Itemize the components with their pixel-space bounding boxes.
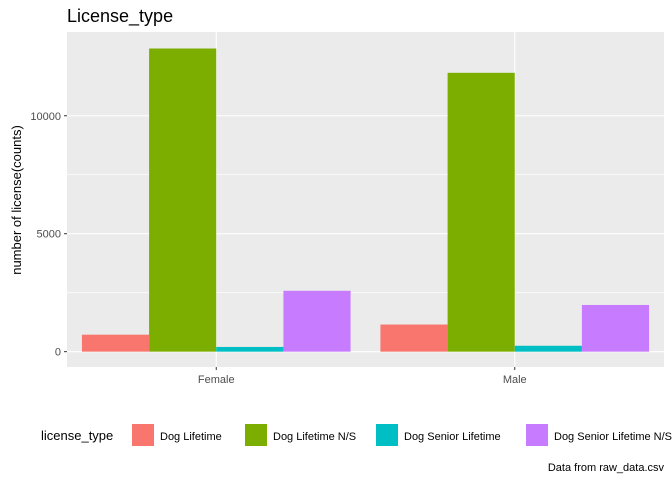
x-axis: Female Male [198, 367, 527, 386]
bar [380, 324, 448, 352]
y-axis-title: number of license(counts) [9, 125, 24, 275]
bar [514, 345, 582, 352]
legend: license_type Dog Lifetime Dog Lifetime N/… [41, 424, 672, 446]
chart-title: License_type [67, 6, 173, 27]
legend-key [376, 424, 398, 446]
y-axis: 0 5000 10000 [30, 111, 67, 359]
y-tick-label: 10000 [30, 111, 61, 123]
legend-title: license_type [41, 428, 113, 443]
y-tick-label: 5000 [37, 229, 61, 241]
y-tick-label: 0 [55, 347, 61, 359]
bar [447, 72, 515, 352]
legend-label: Dog Lifetime N/S [273, 431, 356, 443]
bar [283, 290, 351, 352]
legend-label: Dog Senior Lifetime N/S [554, 431, 672, 443]
legend-key [132, 424, 154, 446]
legend-key [245, 424, 267, 446]
bars [81, 48, 650, 352]
legend-key [526, 424, 548, 446]
bar [149, 48, 217, 352]
caption: Data from raw_data.csv [548, 462, 665, 474]
x-tick-label: Female [198, 374, 235, 386]
bar [81, 334, 150, 352]
x-tick-label: Male [503, 374, 527, 386]
legend-label: Dog Senior Lifetime [404, 431, 501, 443]
bar [216, 346, 284, 352]
legend-label: Dog Lifetime [160, 431, 222, 443]
bar [581, 304, 650, 352]
